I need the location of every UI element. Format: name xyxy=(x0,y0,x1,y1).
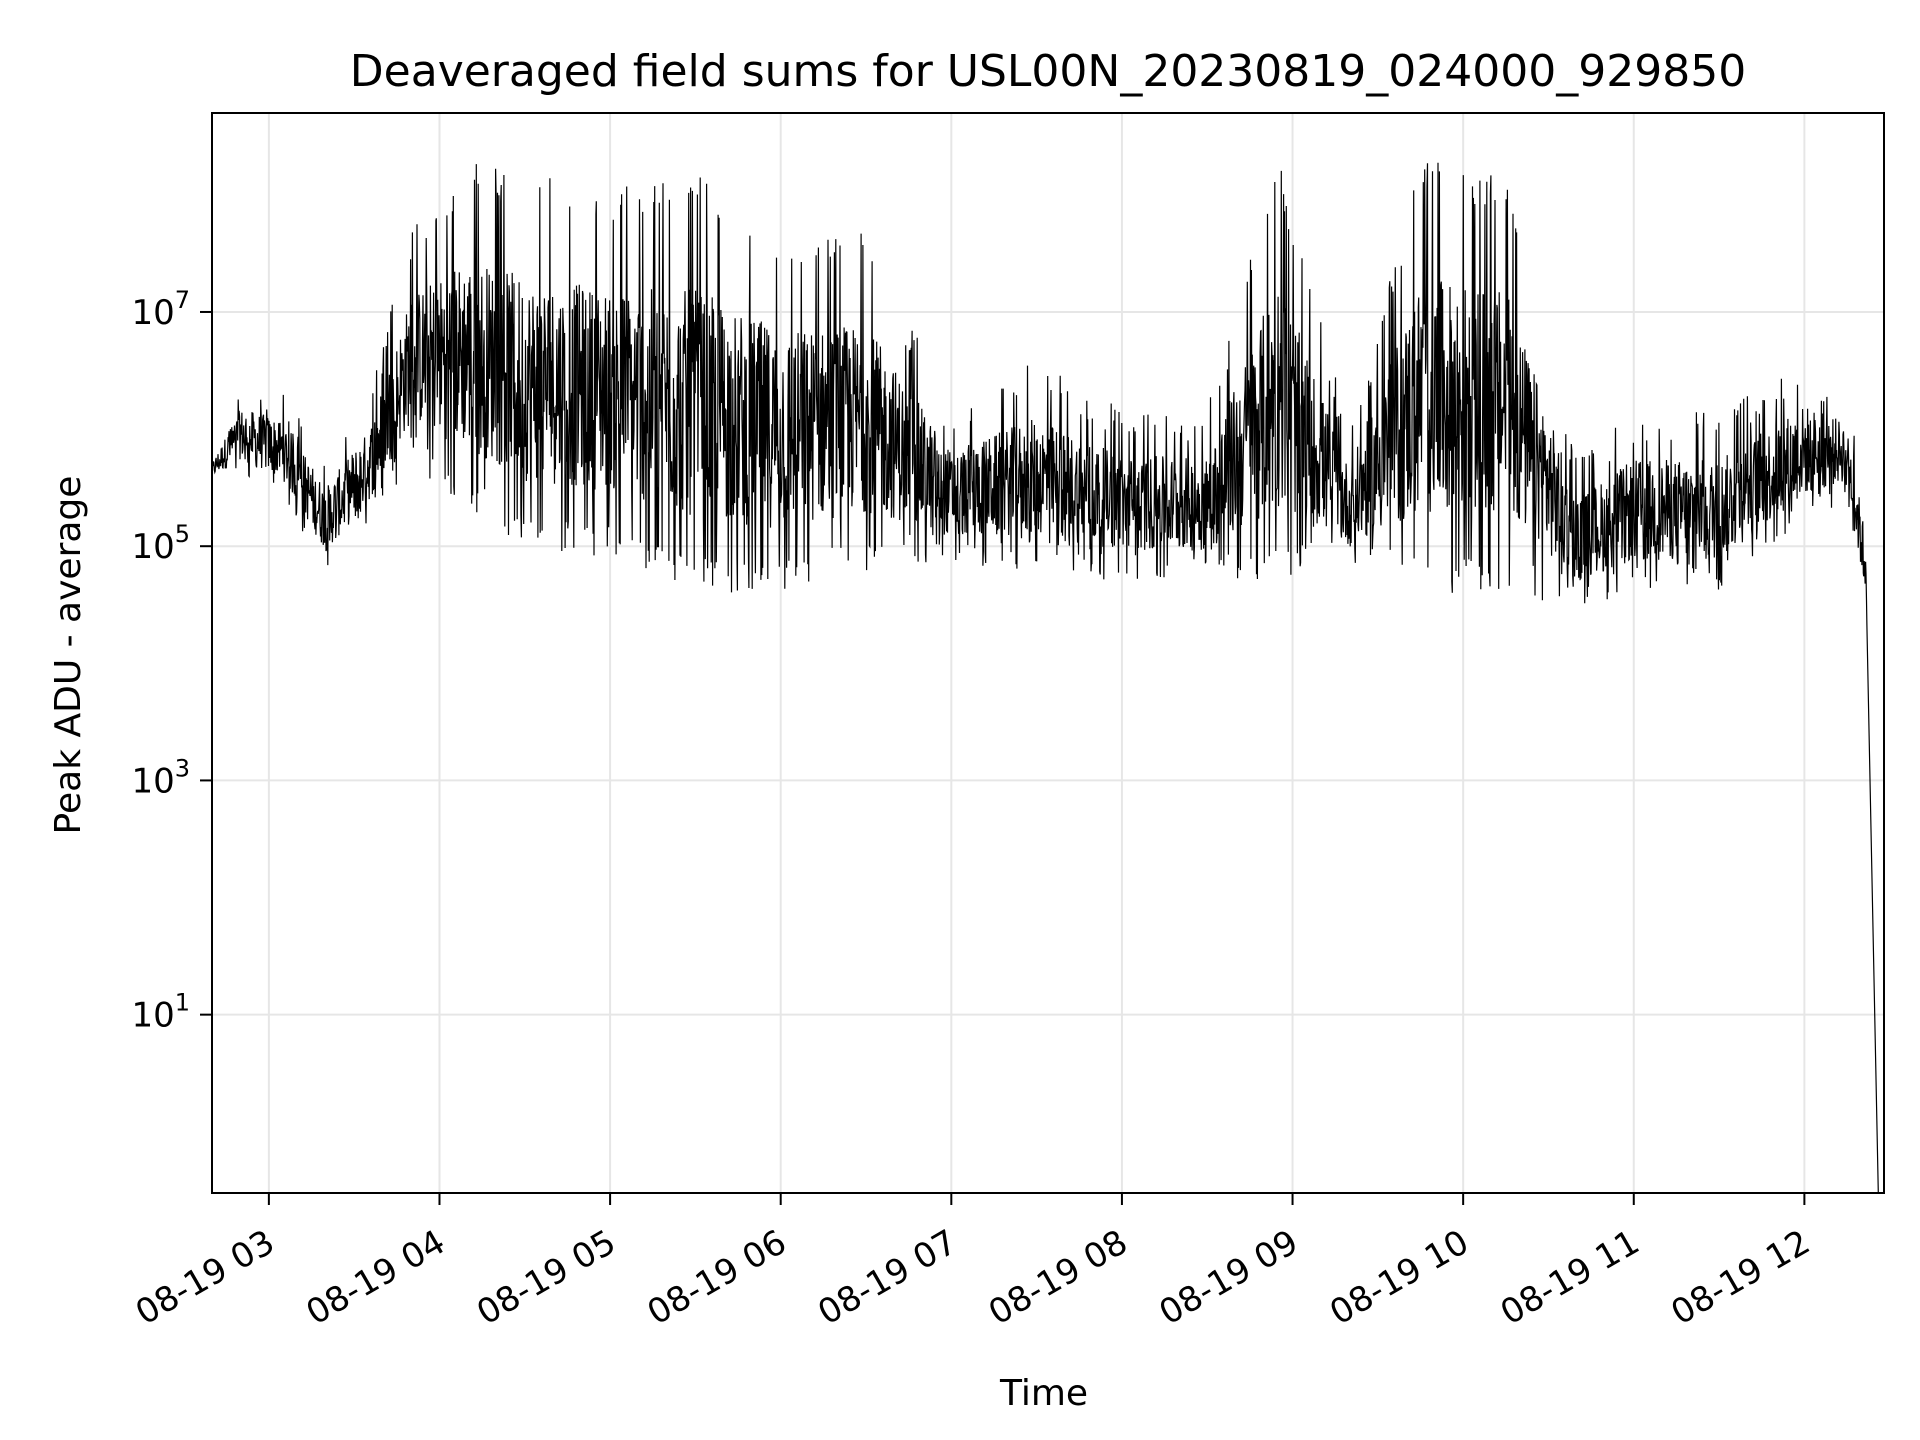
plot-frame xyxy=(211,112,1885,1194)
series-line xyxy=(211,162,1879,1194)
y-axis-label: Peak ADU - average xyxy=(48,476,89,835)
y-tick-label: 107 xyxy=(131,286,190,333)
series xyxy=(211,162,1879,1194)
y-tick-exponent: 7 xyxy=(175,286,190,314)
chart-title: Deaveraged field sums for USL00N_2023081… xyxy=(350,46,1746,97)
y-tick-exponent: 3 xyxy=(175,754,190,782)
y-tick-exponent: 5 xyxy=(175,520,190,548)
y-tick-base: 10 xyxy=(131,293,174,333)
y-tick-base: 10 xyxy=(131,761,174,801)
y-tick-base: 10 xyxy=(131,996,174,1036)
x-axis-label: Time xyxy=(999,1373,1088,1414)
y-tick-exponent: 1 xyxy=(175,989,190,1017)
y-tick-label: 105 xyxy=(131,520,190,567)
y-tick-base: 10 xyxy=(131,527,174,567)
y-tick-label: 101 xyxy=(131,989,190,1036)
y-tick-label: 103 xyxy=(131,754,190,801)
